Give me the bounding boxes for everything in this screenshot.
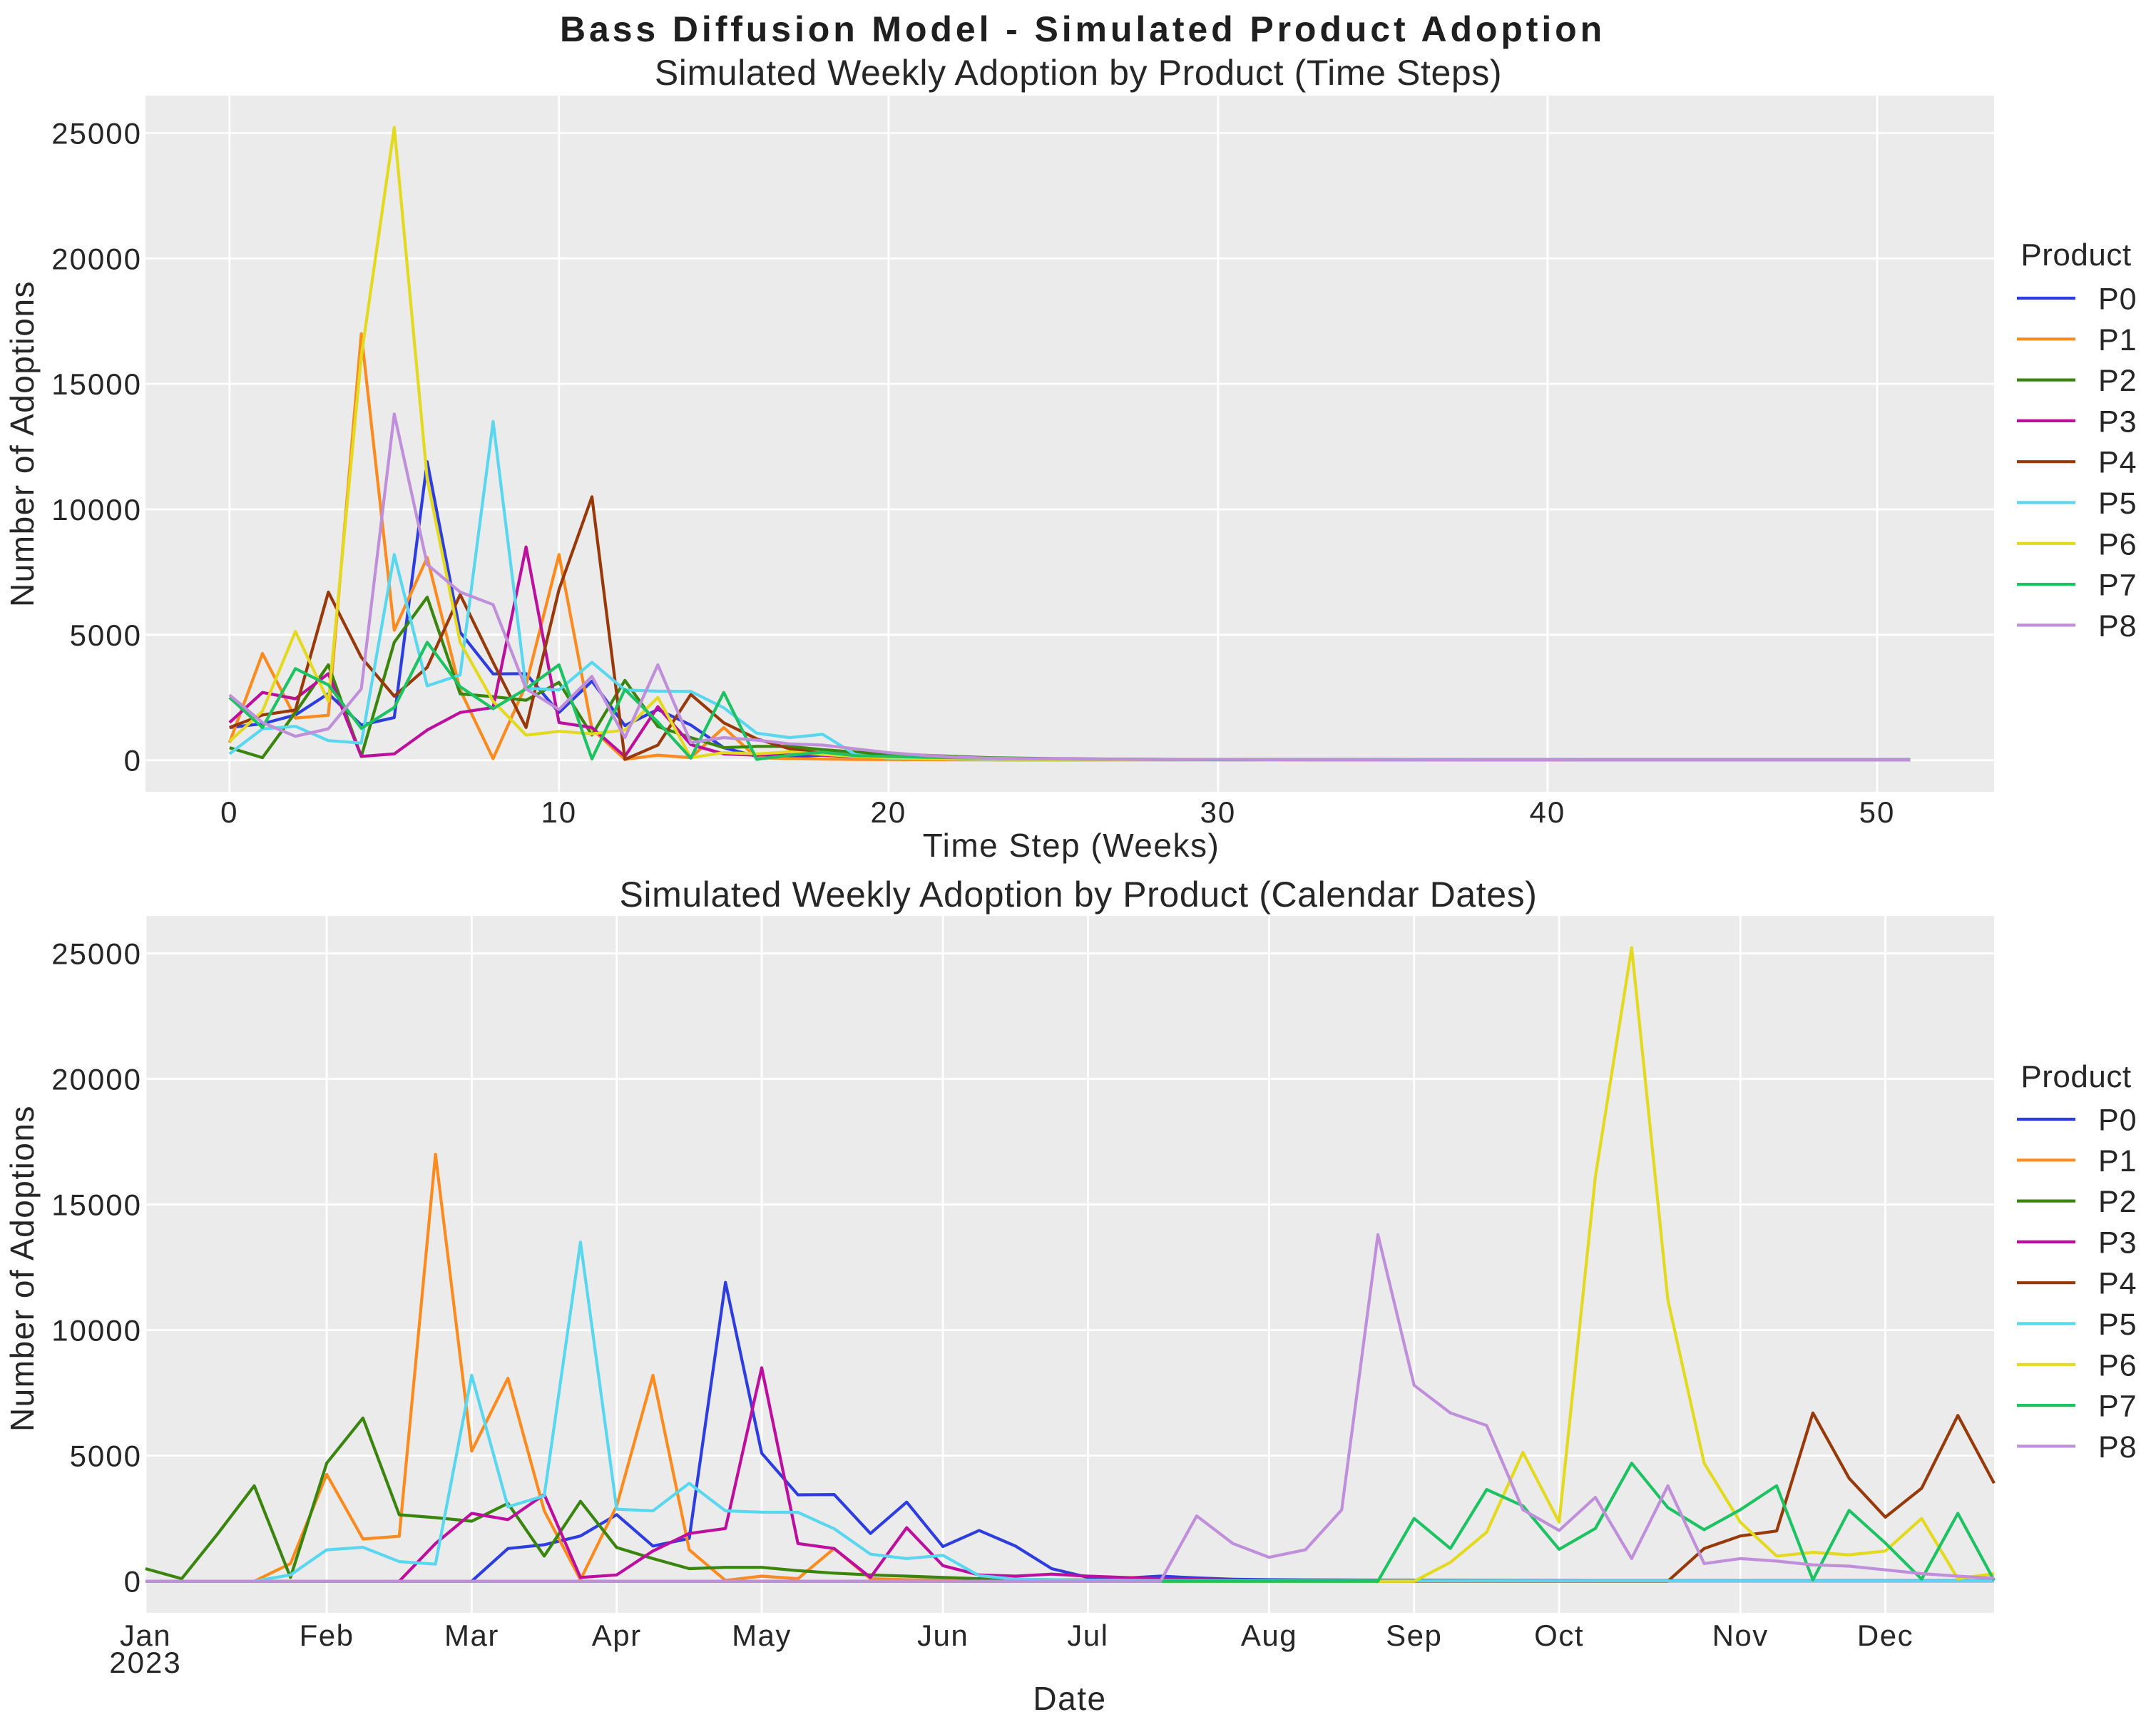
svg-text:P8: P8 — [2098, 609, 2137, 643]
svg-text:P7: P7 — [2098, 569, 2137, 603]
svg-text:Number of Adoptions: Number of Adoptions — [4, 280, 41, 607]
svg-text:10000: 10000 — [51, 1314, 142, 1348]
svg-text:15000: 15000 — [51, 367, 142, 401]
svg-text:10: 10 — [541, 795, 577, 829]
svg-text:P6: P6 — [2098, 1348, 2137, 1382]
svg-text:P8: P8 — [2098, 1430, 2137, 1464]
svg-text:P2: P2 — [2098, 364, 2137, 398]
svg-text:Date: Date — [1033, 1680, 1106, 1717]
svg-text:20000: 20000 — [51, 242, 142, 275]
svg-text:P0: P0 — [2098, 1104, 2137, 1138]
svg-text:Product: Product — [2020, 1059, 2131, 1094]
svg-text:Simulated Weekly Adoption by P: Simulated Weekly Adoption by Product (Ca… — [619, 875, 1537, 915]
svg-text:P4: P4 — [2098, 1267, 2137, 1301]
svg-text:P3: P3 — [2098, 1226, 2137, 1260]
svg-text:Nov: Nov — [1712, 1619, 1769, 1652]
svg-text:P1: P1 — [2098, 323, 2137, 357]
svg-text:Bass Diffusion Model - Simulat: Bass Diffusion Model - Simulated Product… — [560, 9, 1605, 49]
svg-text:May: May — [732, 1619, 792, 1652]
svg-text:0: 0 — [220, 795, 238, 829]
svg-text:Jul: Jul — [1067, 1619, 1108, 1652]
svg-text:Aug: Aug — [1241, 1619, 1297, 1652]
svg-text:P1: P1 — [2098, 1144, 2137, 1178]
svg-text:Sep: Sep — [1386, 1619, 1442, 1652]
svg-text:Number of Adoptions: Number of Adoptions — [4, 1105, 41, 1432]
svg-text:P6: P6 — [2098, 527, 2137, 561]
svg-text:Time Step (Weeks): Time Step (Weeks) — [923, 827, 1220, 864]
svg-text:P5: P5 — [2098, 1308, 2137, 1342]
svg-text:P3: P3 — [2098, 404, 2137, 439]
svg-text:15000: 15000 — [51, 1188, 142, 1222]
svg-text:Simulated Weekly Adoption by P: Simulated Weekly Adoption by Product (Ti… — [655, 53, 1502, 93]
svg-text:40: 40 — [1530, 795, 1566, 829]
svg-text:50: 50 — [1859, 795, 1896, 829]
svg-text:Apr: Apr — [592, 1619, 642, 1652]
svg-text:25000: 25000 — [51, 937, 142, 971]
svg-text:P5: P5 — [2098, 487, 2137, 521]
svg-text:30: 30 — [1200, 795, 1237, 829]
svg-text:Feb: Feb — [300, 1619, 354, 1652]
svg-text:Jan: Jan — [120, 1619, 171, 1652]
svg-text:Dec: Dec — [1857, 1619, 1914, 1652]
svg-text:0: 0 — [124, 1565, 142, 1599]
svg-text:Product: Product — [2020, 238, 2131, 272]
svg-text:0: 0 — [124, 744, 142, 778]
svg-text:Jun: Jun — [917, 1619, 969, 1652]
svg-text:20: 20 — [871, 795, 907, 829]
svg-text:5000: 5000 — [70, 1440, 142, 1473]
svg-text:P2: P2 — [2098, 1185, 2137, 1219]
svg-text:Mar: Mar — [444, 1619, 499, 1652]
svg-text:10000: 10000 — [51, 493, 142, 526]
svg-text:P4: P4 — [2098, 446, 2137, 480]
svg-text:20000: 20000 — [51, 1063, 142, 1096]
svg-text:P7: P7 — [2098, 1390, 2137, 1424]
svg-text:25000: 25000 — [51, 117, 142, 151]
svg-text:2023: 2023 — [109, 1646, 181, 1679]
svg-text:P0: P0 — [2098, 282, 2137, 317]
svg-text:5000: 5000 — [70, 618, 142, 652]
svg-text:Oct: Oct — [1534, 1619, 1584, 1652]
